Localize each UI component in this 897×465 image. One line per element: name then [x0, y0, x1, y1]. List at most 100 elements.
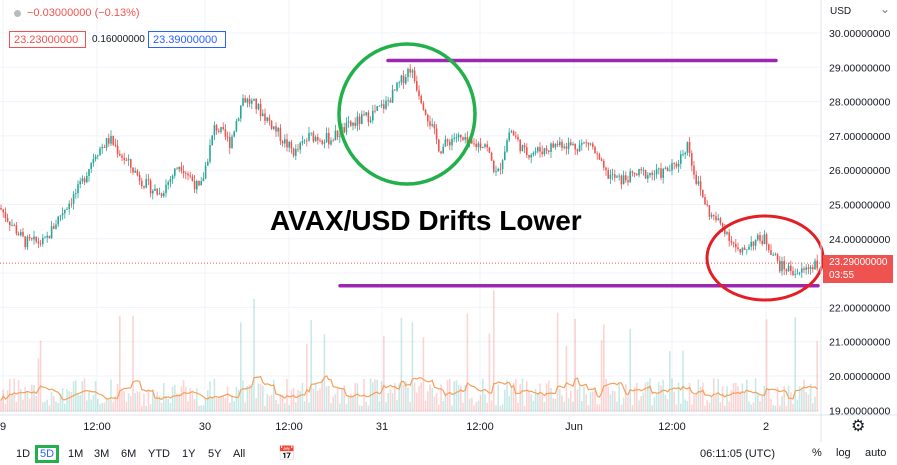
candle-body	[372, 110, 374, 121]
volume-bar	[594, 388, 596, 412]
candle-body	[233, 131, 235, 137]
candle-body	[284, 139, 286, 144]
volume-bar	[798, 386, 801, 412]
volume-bar	[321, 379, 323, 412]
volume-bar	[651, 405, 653, 412]
volume-bar	[523, 405, 526, 412]
auto-scale-button[interactable]: auto	[865, 447, 887, 459]
volume-moving-average	[0, 375, 818, 401]
candle-body	[649, 172, 651, 176]
volume-bar	[103, 402, 106, 412]
volume-bar	[605, 378, 607, 412]
candle-body	[721, 223, 724, 227]
candle-body	[226, 136, 229, 138]
calendar-icon[interactable]: 📅	[278, 445, 296, 461]
candle-body	[215, 125, 218, 131]
candle-body	[31, 238, 33, 240]
candle-body	[24, 236, 26, 248]
range-1d-button[interactable]: 1D	[16, 448, 31, 460]
volume-bar	[251, 385, 253, 412]
ask-price-box[interactable]: 23.39000000	[148, 31, 226, 48]
candle-body	[169, 178, 172, 182]
candle-body	[240, 105, 242, 119]
range-5d-button[interactable]: 5D	[35, 445, 60, 463]
volume-bar	[374, 379, 376, 412]
candle-body	[9, 221, 11, 226]
candle-body	[576, 149, 579, 152]
candle-body	[460, 134, 462, 138]
volume-bar	[735, 382, 737, 412]
candle-body	[453, 137, 455, 139]
range-all-button[interactable]: All	[233, 448, 246, 460]
volume-bar	[510, 387, 513, 412]
candle-body	[189, 175, 191, 177]
volume-bar	[125, 402, 128, 412]
candle-body	[290, 141, 293, 149]
volume-bar	[244, 402, 246, 412]
range-3m-button[interactable]: 3M	[94, 448, 110, 460]
range-ytd-button[interactable]: YTD	[148, 448, 170, 460]
volume-bar	[675, 404, 678, 412]
candle-body	[807, 267, 810, 270]
volume-bar	[730, 390, 733, 412]
candle-body	[171, 175, 174, 179]
candle-body	[464, 137, 466, 140]
candle-body	[603, 160, 605, 168]
volume-bar	[814, 396, 816, 412]
volume-bar	[279, 393, 282, 412]
volume-bar	[739, 390, 741, 412]
candle-body	[163, 193, 165, 197]
volume-bar	[297, 390, 299, 412]
range-6m-button[interactable]: 6M	[121, 448, 137, 460]
volume-bar	[609, 394, 612, 412]
volume-bar	[583, 386, 585, 412]
volume-bar	[138, 392, 141, 412]
candle-body	[506, 140, 508, 152]
candle-body	[594, 146, 596, 154]
volume-bar	[647, 381, 649, 412]
price-chart[interactable]: 30.00000000 29.00000000 28.00000000 27.0000…	[0, 0, 897, 442]
utc-clock[interactable]: 06:11:05 (UTC)	[700, 448, 775, 460]
volume-bar	[330, 403, 332, 412]
volume-bar	[240, 322, 242, 412]
volume-bar	[807, 394, 810, 412]
volume-bar	[352, 396, 354, 412]
candle-body	[145, 179, 147, 188]
candle-body	[149, 180, 152, 194]
volume-bar	[455, 380, 458, 412]
range-5y-button[interactable]: 5Y	[208, 448, 222, 460]
candle-body	[108, 138, 110, 144]
time-tick-label: 9	[0, 421, 6, 433]
percent-scale-button[interactable]: %	[812, 447, 822, 459]
candle-body	[510, 131, 513, 133]
gear-icon[interactable]: ⚙	[851, 418, 866, 435]
currency-label[interactable]: USD	[830, 6, 852, 17]
volume-bar	[499, 405, 502, 412]
chevron-down-icon[interactable]: ⌄	[880, 2, 891, 16]
candle-body	[323, 142, 326, 144]
candle-body	[609, 174, 612, 179]
range-1y-button[interactable]: 1Y	[182, 448, 196, 460]
volume-bar	[706, 400, 708, 412]
volume-bar	[365, 401, 367, 412]
volume-bar	[42, 402, 44, 412]
volume-bar	[308, 402, 310, 412]
candle-body	[158, 193, 161, 195]
volume-bar	[396, 400, 398, 412]
candle-body	[785, 269, 788, 272]
candle-body	[209, 145, 211, 162]
volume-bar	[816, 341, 818, 412]
volume-bar	[699, 386, 702, 412]
volume-bar	[772, 405, 774, 412]
bid-price-box[interactable]: 23.23000000	[9, 31, 86, 48]
candle-body	[198, 181, 200, 186]
range-1m-button[interactable]: 1M	[68, 448, 84, 460]
log-scale-button[interactable]: log	[836, 447, 851, 459]
candle-body	[770, 250, 772, 255]
price-tick-label: 26.00000000	[829, 165, 890, 177]
volume-bar	[435, 392, 438, 412]
volume-bar	[713, 378, 715, 412]
volume-bar	[655, 393, 658, 412]
volume-bar	[92, 394, 95, 412]
volume-bar	[512, 382, 515, 412]
